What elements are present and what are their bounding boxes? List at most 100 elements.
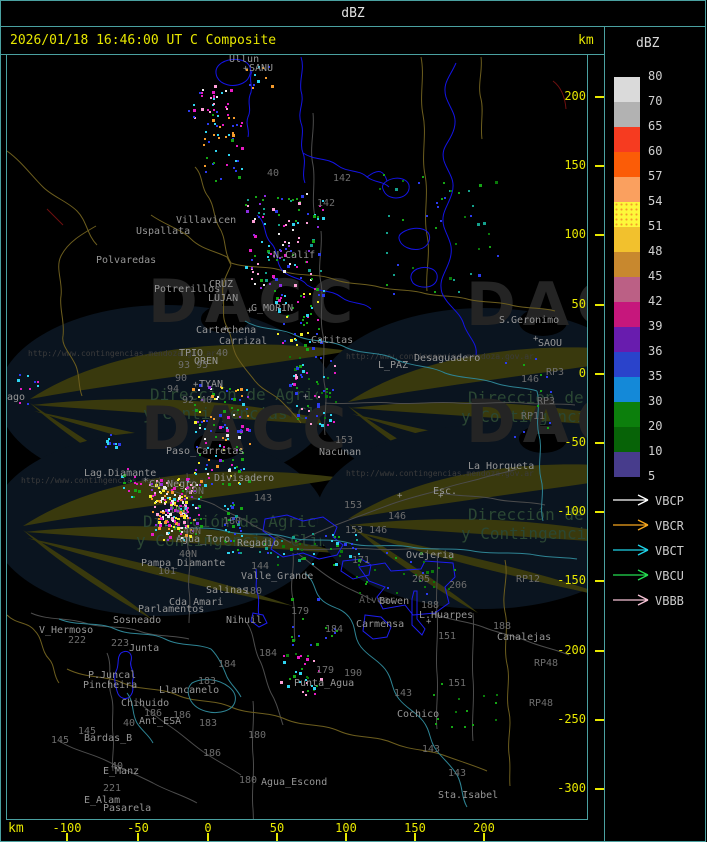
radar-echo-pixel [271, 85, 274, 88]
radar-echo-pixel [267, 250, 270, 253]
dbz-scale-swatch [614, 152, 640, 177]
map-label: Ovejeria [406, 550, 455, 561]
radar-echo-pixel [306, 222, 308, 224]
map-label: 145 [51, 735, 70, 746]
radar-echo-pixel [252, 87, 254, 89]
radar-echo-pixel [258, 212, 260, 214]
radar-echo-pixel [318, 670, 320, 672]
radar-echo-pixel [278, 299, 281, 302]
radar-echo-pixel [275, 210, 278, 213]
radar-echo-pixel [322, 209, 324, 211]
radar-echo-pixel [441, 198, 443, 200]
radar-echo-pixel [213, 95, 215, 97]
radar-echo-pixel [310, 244, 313, 247]
radar-echo-pixel [478, 248, 480, 250]
right-axis-tick-label: 200 [564, 89, 586, 103]
map-label: RP3 [537, 396, 556, 407]
map-label: 180 [223, 516, 242, 527]
map-label: 223 [111, 638, 130, 649]
radar-echo-pixel [306, 193, 308, 195]
radar-echo-pixel [306, 261, 308, 263]
radar-echo-pixel [298, 635, 300, 637]
page-title: dBZ [341, 6, 365, 21]
radar-echo-pixel [241, 168, 243, 170]
radar-echo-pixel [285, 224, 287, 226]
radar-echo-pixel [299, 681, 301, 683]
radar-echo-pixel [300, 655, 302, 657]
map-label: E_Manz [103, 766, 140, 777]
bottom-axis-tick [137, 833, 139, 841]
radar-echo-pixel [209, 111, 211, 113]
radar-echo-pixel [246, 210, 249, 213]
radar-echo-pixel [268, 252, 270, 254]
map-label: P.Juncal [88, 670, 137, 681]
radar-echo-pixel [298, 202, 301, 205]
map-label: Chihuido [121, 698, 170, 709]
radar-echo-pixel [292, 639, 295, 642]
map-label: Sta.Isabel [438, 790, 499, 801]
radar-echo-pixel [232, 125, 234, 127]
bottom-axis-tick-label: -100 [52, 821, 82, 835]
map-label-layer: Ullun SANU Villavicen Uspallata Polvaredas N.… [7, 55, 587, 819]
radar-echo-pixel [296, 266, 298, 268]
radar-echo-pixel [202, 89, 204, 91]
radar-echo-pixel [455, 711, 457, 713]
map-label: 142 [333, 173, 352, 184]
radar-echo-pixel [479, 184, 482, 187]
radar-echo-pixel [247, 205, 249, 207]
radar-map: DACC http://www.contingencias.mendoza.gov… [6, 54, 588, 820]
radar-echo-pixel [496, 694, 498, 696]
radar-echo-pixel [228, 134, 230, 136]
radar-echo-pixel [212, 163, 214, 165]
radar-echo-pixel [288, 245, 290, 247]
radar-echo-pixel [314, 288, 316, 290]
map-label: 180 [244, 586, 263, 597]
map-feature-gray [311, 112, 316, 218]
radar-echo-pixel [226, 108, 228, 110]
radar-echo-pixel [263, 284, 265, 286]
radar-echo-pixel [254, 255, 256, 257]
map-label: 179 [291, 606, 310, 617]
radar-echo-pixel [434, 291, 436, 293]
radar-echo-pixel [437, 718, 439, 720]
radar-echo-pixel [458, 192, 460, 194]
radar-echo-pixel [228, 117, 230, 119]
right-axis-tick-label: -50 [564, 435, 586, 449]
radar-echo-pixel [478, 274, 481, 277]
map-feature-river [382, 177, 410, 199]
radar-echo-pixel [292, 626, 294, 628]
map-label: 40 [267, 168, 280, 179]
map-station-marker: + [397, 491, 403, 501]
dbz-scale-label: 42 [648, 294, 663, 308]
right-axis-tick-label: -150 [557, 573, 586, 587]
map-label: RP12 [516, 574, 541, 585]
bottom-axis-unit-label: km [8, 821, 24, 836]
map-feature-gray [106, 652, 115, 772]
map-label: 186 [144, 708, 163, 719]
radar-echo-pixel [228, 154, 230, 156]
radar-echo-pixel [249, 249, 252, 252]
radar-echo-pixel [286, 654, 289, 657]
radar-echo-pixel [468, 190, 470, 192]
dbz-scale-label: 80 [648, 69, 663, 83]
map-label: Junta [129, 643, 160, 654]
map-label: 186 [203, 748, 222, 759]
radar-echo-pixel [309, 293, 311, 295]
dbz-scale-swatch [614, 277, 640, 302]
radar-echo-pixel [489, 246, 491, 248]
radar-echo-pixel [230, 89, 233, 92]
map-label: Canalejas [497, 632, 552, 643]
radar-echo-pixel [303, 293, 305, 295]
map-station-marker: + [533, 334, 539, 344]
radar-echo-pixel [217, 115, 219, 117]
radar-echo-pixel [257, 80, 260, 83]
right-axis-tick [595, 511, 604, 513]
right-axis-tick [595, 719, 604, 721]
map-label: 179 [316, 665, 335, 676]
radar-echo-pixel [386, 284, 388, 286]
map-station-marker: + [193, 380, 199, 390]
radar-echo-pixel [188, 110, 190, 112]
right-axis-tick [595, 96, 604, 98]
map-label: 184 [259, 648, 278, 659]
map-label: Salinas [206, 585, 249, 596]
